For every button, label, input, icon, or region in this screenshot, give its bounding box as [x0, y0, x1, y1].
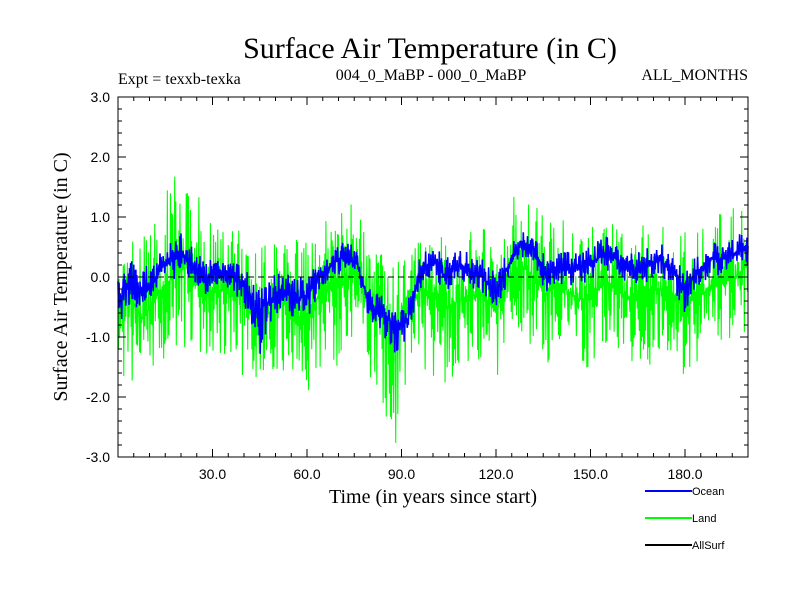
subtitle-left: Expt = texxb-texka — [118, 71, 241, 88]
plot-series — [117, 176, 749, 443]
x-tick-label: 120.0 — [478, 466, 513, 482]
y-tick-label: -3.0 — [86, 449, 110, 465]
x-tick-label: 150.0 — [573, 466, 608, 482]
y-tick-label: 1.0 — [91, 209, 111, 225]
subtitle-right: ALL_MONTHS — [641, 67, 748, 84]
legend-label-land: Land — [692, 513, 716, 525]
x-tick-label: 90.0 — [388, 466, 415, 482]
y-axis-label: Surface Air Temperature (in C) — [50, 152, 72, 401]
series-line-land — [117, 176, 749, 443]
series-mean-ocean — [117, 240, 749, 326]
legend-label-ocean: Ocean — [692, 486, 724, 498]
x-tick-label: 30.0 — [199, 466, 226, 482]
legend: Ocean Land AllSurf — [645, 486, 725, 552]
chart-title: Surface Air Temperature (in C) — [243, 32, 617, 65]
series-mean-land — [117, 252, 749, 338]
x-axis-label: Time (in years since start) — [329, 486, 537, 508]
y-tick-label: -2.0 — [86, 389, 110, 405]
y-tick-label: 3.0 — [91, 89, 111, 105]
y-tick-label: 2.0 — [91, 149, 111, 165]
x-tick-label: 60.0 — [293, 466, 320, 482]
x-tick-label: 180.0 — [667, 466, 702, 482]
subtitle-center: 004_0_MaBP - 000_0_MaBP — [336, 67, 527, 84]
series-line-ocean — [117, 232, 749, 355]
y-tick-label: 0.0 — [91, 269, 111, 285]
y-tick-label: -1.0 — [86, 329, 110, 345]
legend-label-allsurf: AllSurf — [692, 540, 725, 552]
axis-ticks: 30.0 60.0 90.0 120.0 150.0 180.0 -3.0 -2.0 -1.0 0… — [86, 89, 748, 482]
